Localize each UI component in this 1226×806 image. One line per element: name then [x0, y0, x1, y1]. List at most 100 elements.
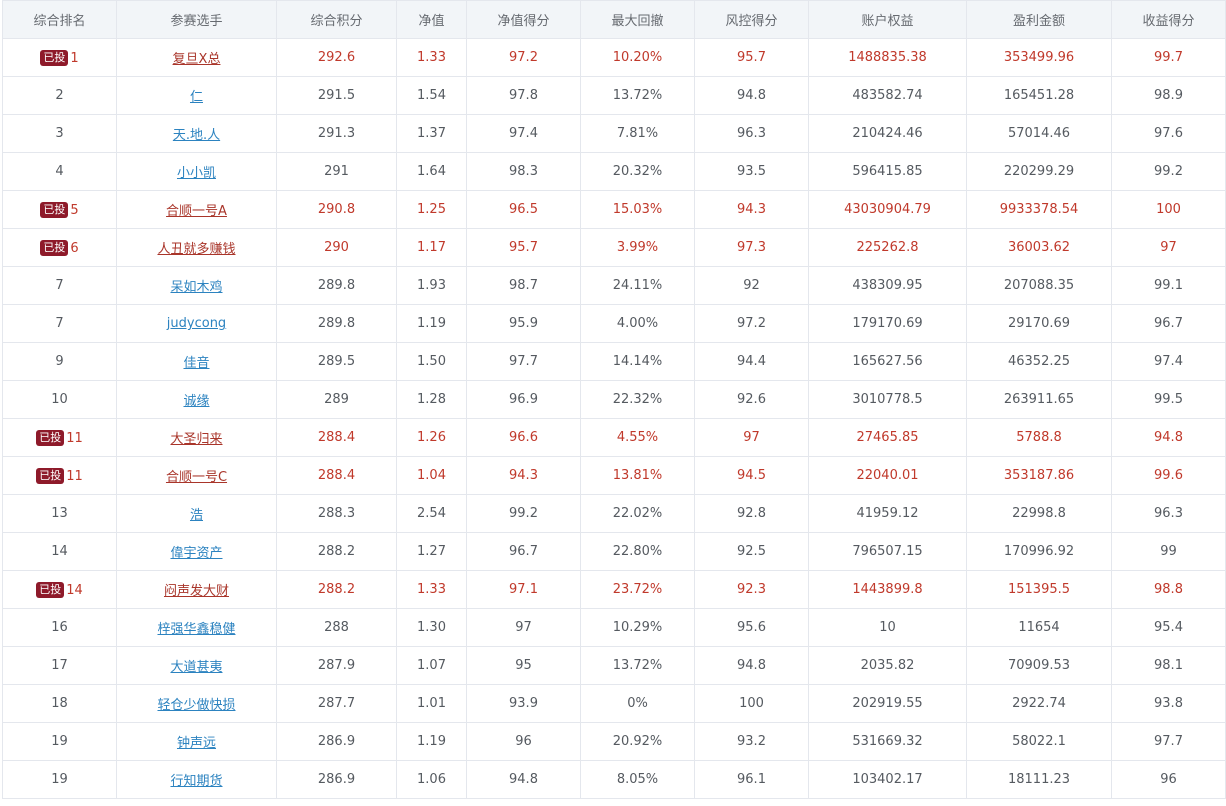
- rank-cell: 已投 11: [2, 456, 117, 495]
- player-link[interactable]: 仁: [189, 90, 203, 105]
- header-nav-score[interactable]: 净值得分: [466, 0, 581, 39]
- return-score-cell: 97.6: [1111, 114, 1226, 153]
- nav-cell: 1.93: [396, 266, 467, 305]
- player-link[interactable]: 大圣归来: [170, 432, 223, 447]
- table-row: 2 仁 291.5 1.54 97.8 13.72% 94.8 483582.74 165451…: [2, 76, 1226, 115]
- header-risk-score[interactable]: 风控得分: [694, 0, 809, 39]
- player-cell: 大圣归来: [116, 418, 277, 457]
- total-score-cell: 288.2: [276, 532, 397, 571]
- account-equity-cell: 596415.85: [808, 152, 967, 191]
- return-score-cell: 95.4: [1111, 608, 1226, 647]
- player-link[interactable]: 人丑就多赚钱: [157, 242, 236, 257]
- player-link[interactable]: 梓强华鑫稳健: [157, 622, 236, 637]
- player-cell: 行知期货: [116, 760, 277, 799]
- nav-score-cell: 95: [466, 646, 581, 685]
- header-total-score[interactable]: 综合积分: [276, 0, 397, 39]
- table-row: 已投 1 复旦X总 292.6 1.33 97.2 10.20% 95.7 1488835.38…: [2, 38, 1226, 77]
- player-link[interactable]: 钟声远: [176, 736, 216, 751]
- nav-score-cell: 98.3: [466, 152, 581, 191]
- nav-cell: 1.64: [396, 152, 467, 191]
- rank-cell: 已投 5: [2, 190, 117, 229]
- rank-value: 7: [55, 316, 64, 331]
- player-cell: 诚缘: [116, 380, 277, 419]
- player-cell: judycong: [116, 304, 277, 343]
- risk-score-cell: 94.3: [694, 190, 809, 229]
- rank-cell: 16: [2, 608, 117, 647]
- header-nav[interactable]: 净值: [396, 0, 467, 39]
- header-return-score[interactable]: 收益得分: [1111, 0, 1226, 39]
- rank-value: 11: [66, 430, 83, 446]
- total-score-cell: 287.9: [276, 646, 397, 685]
- player-cell: 小小凯: [116, 152, 277, 191]
- rank-value: 19: [51, 734, 68, 749]
- nav-score-cell: 97.4: [466, 114, 581, 153]
- player-link[interactable]: 小小凯: [176, 166, 216, 181]
- max-drawdown-cell: 22.32%: [580, 380, 695, 419]
- player-link[interactable]: 大道甚夷: [170, 660, 223, 675]
- player-link[interactable]: 浩: [189, 508, 203, 523]
- table-row: 已投 14 闷声发大财 288.2 1.33 97.1 23.72% 92.3 1443899.…: [2, 570, 1226, 609]
- nav-cell: 1.25: [396, 190, 467, 229]
- player-cell: 仁: [116, 76, 277, 115]
- player-link[interactable]: 偉宇资产: [170, 546, 223, 561]
- total-score-cell: 292.6: [276, 38, 397, 77]
- max-drawdown-cell: 24.11%: [580, 266, 695, 305]
- risk-score-cell: 95.7: [694, 38, 809, 77]
- rank-value: 3: [55, 126, 64, 141]
- max-drawdown-cell: 7.81%: [580, 114, 695, 153]
- total-score-cell: 288.4: [276, 418, 397, 457]
- max-drawdown-cell: 10.29%: [580, 608, 695, 647]
- nav-cell: 1.04: [396, 456, 467, 495]
- table-row: 7 呆如木鸡 289.8 1.93 98.7 24.11% 92 438309.95 20708…: [2, 266, 1226, 305]
- rank-cell: 19: [2, 722, 117, 761]
- header-rank[interactable]: 综合排名: [2, 0, 117, 39]
- risk-score-cell: 100: [694, 684, 809, 723]
- header-profit[interactable]: 盈利金额: [966, 0, 1112, 39]
- player-link[interactable]: 合顺一号C: [165, 470, 228, 485]
- rank-cell: 9: [2, 342, 117, 381]
- player-link[interactable]: 轻仓少做快损: [157, 698, 236, 713]
- header-account-equity[interactable]: 账户权益: [808, 0, 967, 39]
- account-equity-cell: 43030904.79: [808, 190, 967, 229]
- rank-cell: 13: [2, 494, 117, 533]
- account-equity-cell: 210424.46: [808, 114, 967, 153]
- player-link[interactable]: 闷声发大财: [163, 584, 229, 599]
- nav-cell: 1.50: [396, 342, 467, 381]
- player-link[interactable]: 合顺一号A: [166, 204, 227, 219]
- player-link[interactable]: 佳音: [183, 356, 210, 371]
- player-cell: 闷声发大财: [116, 570, 277, 609]
- profit-cell: 70909.53: [966, 646, 1112, 685]
- player-link[interactable]: 行知期货: [170, 774, 223, 789]
- rank-cell: 14: [2, 532, 117, 571]
- player-cell: 偉宇资产: [116, 532, 277, 571]
- account-equity-cell: 41959.12: [808, 494, 967, 533]
- return-score-cell: 98.8: [1111, 570, 1226, 609]
- account-equity-cell: 165627.56: [808, 342, 967, 381]
- profit-cell: 9933378.54: [966, 190, 1112, 229]
- max-drawdown-cell: 15.03%: [580, 190, 695, 229]
- max-drawdown-cell: 3.99%: [580, 228, 695, 267]
- table-row: 19 行知期货 286.9 1.06 94.8 8.05% 96.1 103402.17 181…: [2, 760, 1226, 799]
- total-score-cell: 286.9: [276, 760, 397, 799]
- account-equity-cell: 225262.8: [808, 228, 967, 267]
- table-row: 16 梓强华鑫稳健 288 1.30 97 10.29% 95.6 10 11654 95.4: [2, 608, 1226, 647]
- rank-cell: 2: [2, 76, 117, 115]
- rank-cell: 19: [2, 760, 117, 799]
- player-link[interactable]: 诚缘: [183, 394, 210, 409]
- header-player[interactable]: 参赛选手: [116, 0, 277, 39]
- rank-value: 18: [51, 696, 68, 711]
- return-score-cell: 99.7: [1111, 38, 1226, 77]
- player-link[interactable]: 复旦X总: [172, 52, 221, 67]
- rank-cell: 10: [2, 380, 117, 419]
- player-link[interactable]: judycong: [166, 316, 227, 331]
- total-score-cell: 286.9: [276, 722, 397, 761]
- player-link[interactable]: 天.地.人: [172, 128, 221, 143]
- total-score-cell: 290: [276, 228, 397, 267]
- header-max-drawdown[interactable]: 最大回撤: [580, 0, 695, 39]
- max-drawdown-cell: 0%: [580, 684, 695, 723]
- rank-value: 7: [55, 278, 64, 293]
- total-score-cell: 290.8: [276, 190, 397, 229]
- player-link[interactable]: 呆如木鸡: [170, 280, 223, 295]
- nav-score-cell: 94.8: [466, 760, 581, 799]
- account-equity-cell: 2035.82: [808, 646, 967, 685]
